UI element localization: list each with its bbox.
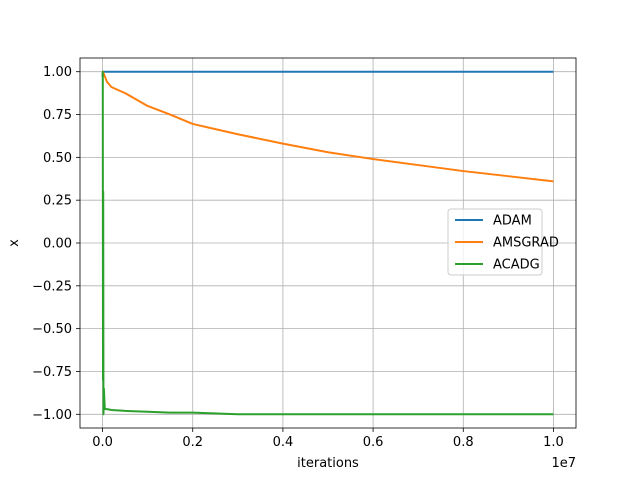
y-axis-label: x xyxy=(7,239,22,247)
legend-label-amsgrad: AMSGRAD xyxy=(493,236,559,251)
y-tick-label: −0.50 xyxy=(32,322,72,337)
x-tick-label: 0.8 xyxy=(453,435,474,450)
y-tick-label: 0.25 xyxy=(43,194,72,209)
x-axis-label: iterations xyxy=(297,456,359,471)
legend-label-acadg: ACADG xyxy=(493,258,540,273)
axis-ticks: 0.0 0.2 0.4 0.6 0.8 1.0 1.00 0.75 0.50 0.25 0.00 −0… xyxy=(32,65,564,450)
y-tick-label: 0.75 xyxy=(43,108,72,123)
legend: ADAM AMSGRAD ACADG xyxy=(447,208,559,276)
series-lines xyxy=(101,70,554,416)
y-tick-label: 0.00 xyxy=(43,237,72,252)
y-tick-label: 1.00 xyxy=(43,65,72,80)
y-tick-label: −0.25 xyxy=(32,279,72,294)
y-tick-label: −1.00 xyxy=(32,408,72,423)
y-tick-label: −0.75 xyxy=(32,365,72,380)
x-tick-label: 0.0 xyxy=(92,435,113,450)
y-tick-label: 0.50 xyxy=(43,151,72,166)
series-line-amsgrad xyxy=(101,70,554,183)
x-offset-label: 1e7 xyxy=(551,456,576,471)
series-line-acadg xyxy=(101,70,554,416)
x-tick-label: 1.0 xyxy=(543,435,564,450)
x-tick-label: 0.2 xyxy=(182,435,203,450)
x-tick-label: 0.6 xyxy=(363,435,384,450)
x-tick-label: 0.4 xyxy=(273,435,294,450)
legend-frame xyxy=(447,208,543,276)
legend-label-adam: ADAM xyxy=(493,214,532,229)
